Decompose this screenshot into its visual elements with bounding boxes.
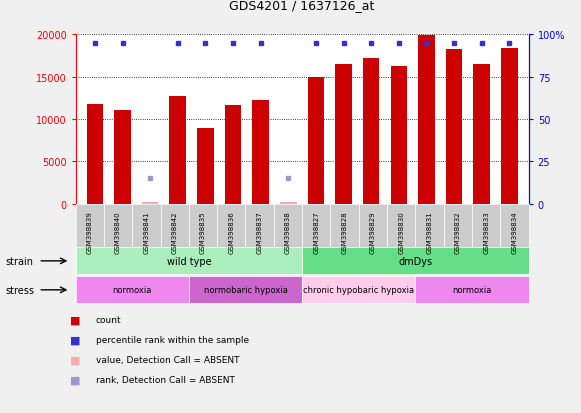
Text: GSM398828: GSM398828 [342,211,347,254]
Text: GSM398841: GSM398841 [144,211,149,254]
Text: GSM398837: GSM398837 [257,211,263,254]
Text: ■: ■ [70,335,81,345]
Bar [418,36,435,204]
Text: GSM398835: GSM398835 [200,211,206,254]
Text: normobaric hypoxia: normobaric hypoxia [203,286,288,294]
Bar [363,59,379,204]
Text: GSM398833: GSM398833 [483,211,489,254]
Bar [225,105,241,204]
Text: count: count [96,316,121,325]
Text: strain: strain [6,256,34,266]
Bar [252,101,269,204]
Text: GSM398829: GSM398829 [370,211,376,254]
Text: GSM398836: GSM398836 [228,211,234,254]
Text: chronic hypobaric hypoxia: chronic hypobaric hypoxia [303,286,414,294]
Bar [335,65,352,204]
Bar [114,110,131,204]
Bar [501,49,518,204]
Text: normoxia: normoxia [453,286,492,294]
Text: GSM398832: GSM398832 [455,211,461,254]
Text: stress: stress [6,285,35,295]
Bar [142,203,159,204]
Text: ■: ■ [70,355,81,365]
Text: percentile rank within the sample: percentile rank within the sample [96,335,249,344]
Text: GSM398838: GSM398838 [285,211,291,254]
Bar [308,78,324,204]
Text: GSM398831: GSM398831 [426,211,433,254]
Text: GSM398830: GSM398830 [398,211,404,254]
Text: dmDys: dmDys [399,256,432,266]
Text: GSM398842: GSM398842 [171,211,178,254]
Bar [197,128,214,204]
Text: value, Detection Call = ABSENT: value, Detection Call = ABSENT [96,355,239,364]
Text: normoxia: normoxia [113,286,152,294]
Text: GDS4201 / 1637126_at: GDS4201 / 1637126_at [229,0,375,12]
Text: GSM398839: GSM398839 [87,211,93,254]
Text: rank, Detection Call = ABSENT: rank, Detection Call = ABSENT [96,375,235,384]
Text: ■: ■ [70,315,81,325]
Bar [446,50,462,204]
Bar [280,203,296,204]
Bar [87,104,103,204]
Bar [170,97,186,204]
Text: GSM398840: GSM398840 [115,211,121,254]
Bar [390,66,407,204]
Text: GSM398834: GSM398834 [511,211,518,254]
Text: GSM398827: GSM398827 [313,211,320,254]
Text: ■: ■ [70,375,81,385]
Text: wild type: wild type [167,256,211,266]
Bar [474,65,490,204]
